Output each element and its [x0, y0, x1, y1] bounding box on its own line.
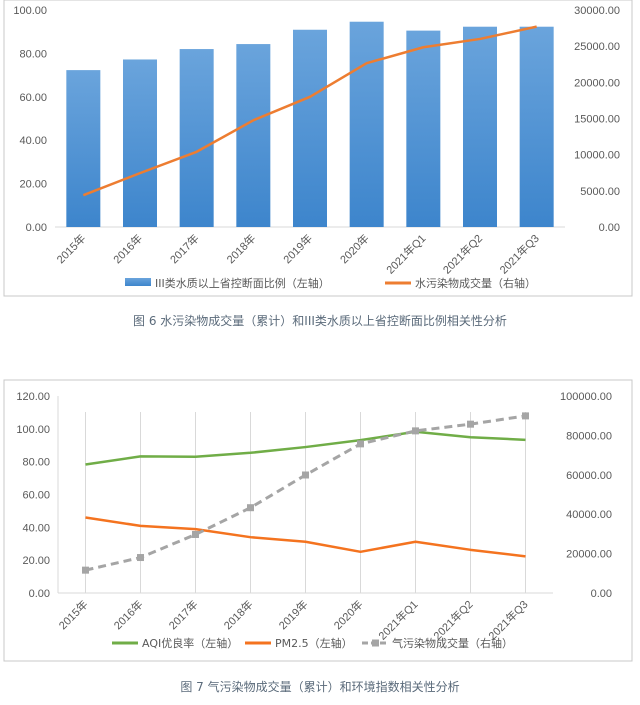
figure-6-caption: 图 6 水污染物成交量（累计）和III类水质以上省控断面比例相关性分析: [133, 314, 507, 328]
left-axis-tick-label: 20.00: [19, 179, 47, 191]
right-axis-tick-label: 0.00: [599, 222, 620, 234]
right-axis-tick-label: 60000.00: [566, 470, 612, 482]
left-axis-tick-label: 60.00: [22, 490, 50, 502]
left-axis-tick-label: 120.00: [16, 391, 50, 403]
left-axis-tick-label: 100.00: [16, 424, 50, 436]
bar: [123, 59, 157, 228]
figure-7-caption: 图 7 气污染物成交量（累计）和环境指数相关性分析: [180, 680, 460, 694]
data-marker: [192, 530, 199, 538]
right-axis-tick-label: 30000.00: [574, 5, 620, 17]
bar: [406, 30, 441, 227]
data-marker: [302, 471, 309, 479]
right-axis-tick-label: 20000.00: [566, 549, 612, 561]
legend-label: III类水质以上省控断面比例（左轴）: [155, 276, 330, 290]
bar: [349, 21, 384, 227]
right-axis-tick-label: 80000.00: [566, 430, 612, 442]
bar: [463, 26, 497, 227]
data-marker: [357, 440, 364, 448]
bar: [519, 26, 554, 227]
legend-marker: [372, 639, 379, 647]
right-axis-tick-label: 40000.00: [566, 509, 612, 521]
left-axis-tick-label: 40.00: [19, 135, 47, 147]
legend-swatch: [125, 278, 151, 286]
right-axis-tick-label: 25000.00: [574, 41, 620, 53]
left-axis-tick-label: 60.00: [19, 92, 47, 104]
data-marker: [467, 420, 474, 428]
right-axis-tick-label: 20000.00: [574, 77, 620, 89]
data-marker: [137, 554, 144, 562]
left-axis-tick-label: 20.00: [22, 555, 50, 567]
data-marker: [247, 504, 254, 512]
legend-label: 气污染物成交量（右轴）: [392, 636, 513, 650]
legend-label: AQI优良率（左轴）: [142, 636, 238, 650]
bar: [66, 70, 101, 227]
right-axis-tick-label: 10000.00: [574, 150, 620, 162]
left-axis-tick-label: 80.00: [19, 48, 47, 60]
left-axis-tick-label: 80.00: [22, 457, 50, 469]
legend-label: PM2.5（左轴）: [275, 636, 353, 650]
bar: [236, 44, 271, 227]
right-axis-tick-label: 5000.00: [580, 186, 620, 198]
data-marker: [82, 566, 89, 574]
left-axis-tick-label: 0.00: [29, 588, 50, 600]
right-axis-tick-label: 100000.00: [560, 391, 612, 403]
right-axis-tick-label: 15000.00: [574, 114, 620, 126]
left-axis-tick-label: 0.00: [26, 222, 47, 234]
data-marker: [412, 427, 419, 435]
left-axis-tick-label: 100.00: [13, 5, 47, 17]
bar: [293, 29, 327, 228]
data-marker: [522, 412, 529, 420]
left-axis-tick-label: 40.00: [22, 522, 50, 534]
legend-label: 水污染物成交量（右轴）: [415, 276, 536, 290]
bar: [179, 49, 214, 228]
right-axis-tick-label: 0.00: [591, 588, 612, 600]
